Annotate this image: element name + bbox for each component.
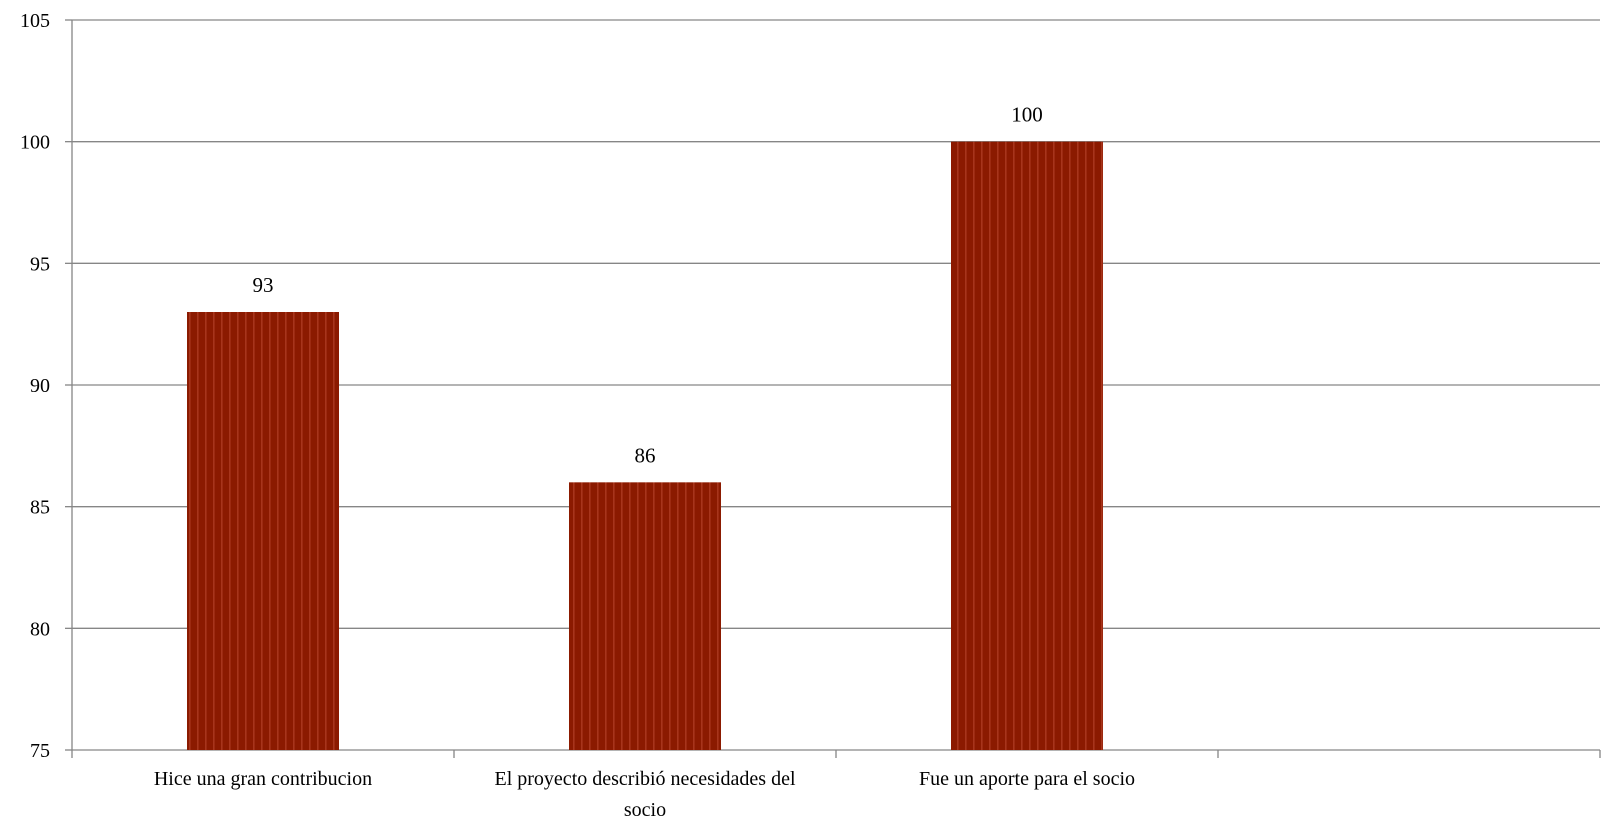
y-tick-label: 90 (30, 375, 50, 397)
y-tick-label: 75 (30, 740, 50, 762)
bars (187, 141, 1103, 750)
x-category-label: Fue un aporte para el socio (919, 768, 1135, 790)
bar (187, 312, 339, 750)
y-tick-label: 105 (20, 10, 50, 32)
y-tick-label: 95 (30, 253, 50, 275)
labels: 75 80 85 90 95 100 105 93 Hice una gran contribu… (20, 10, 1135, 821)
y-tick-label: 80 (30, 618, 50, 640)
x-category-label: socio (624, 799, 666, 821)
bar (951, 141, 1103, 750)
y-tick-label: 85 (30, 497, 50, 519)
y-tick-label: 100 (20, 132, 50, 154)
x-category-label: Hice una gran contribucion (154, 768, 372, 790)
bar (569, 482, 721, 750)
data-label: 86 (635, 443, 656, 467)
x-category-label: El proyecto describió necesidades del (495, 768, 796, 790)
data-label: 100 (1011, 103, 1043, 127)
data-label: 93 (253, 273, 274, 297)
